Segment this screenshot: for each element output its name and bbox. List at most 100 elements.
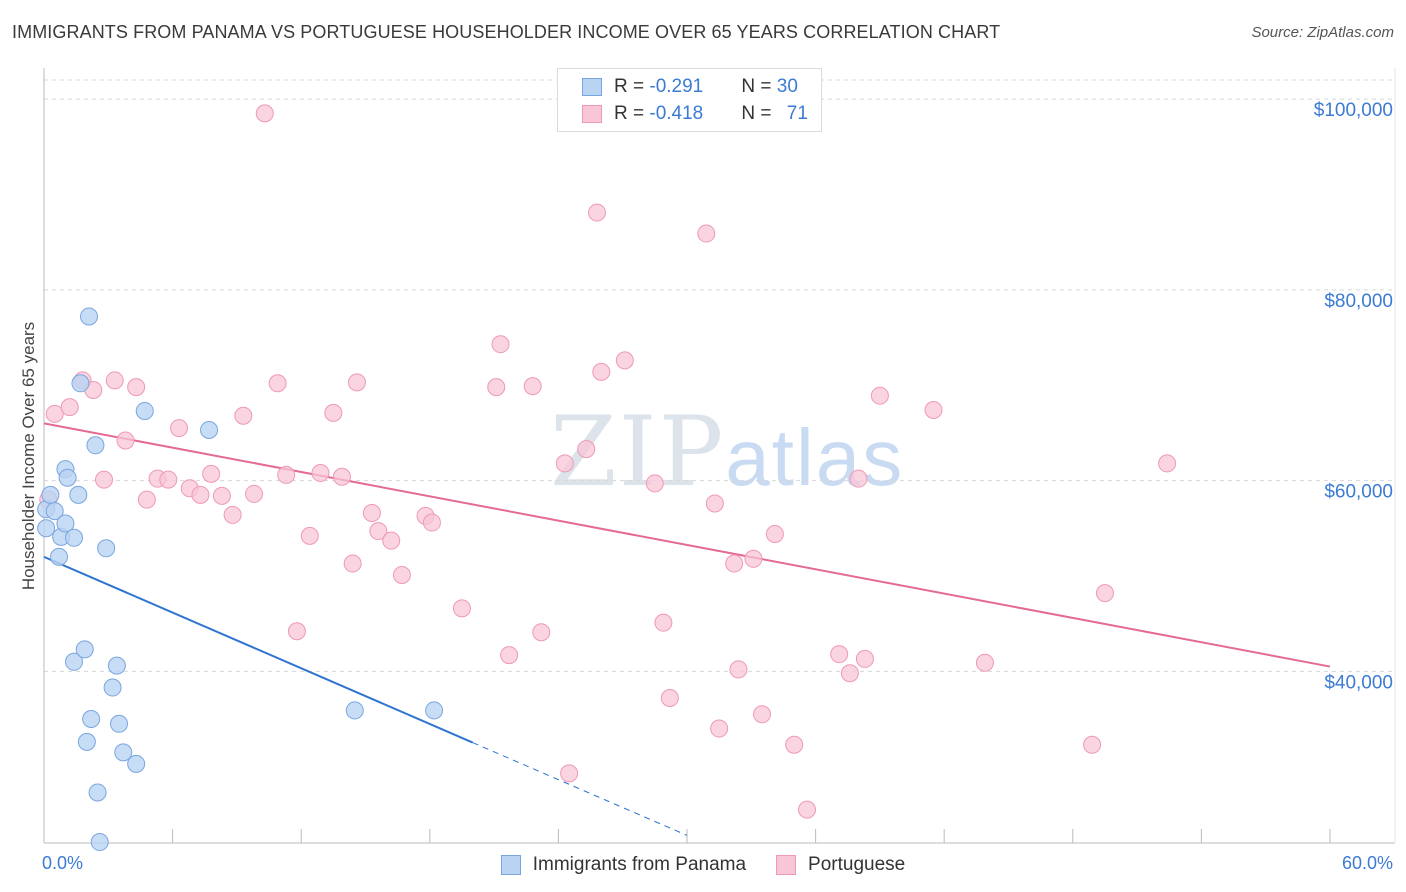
portuguese-point: [452, 599, 471, 618]
portuguese-point: [744, 549, 763, 568]
portuguese-point: [311, 463, 330, 482]
panama-point: [45, 502, 64, 521]
panama-point: [135, 401, 154, 420]
portuguese-point: [422, 513, 441, 532]
panama-swatch: [500, 855, 521, 875]
portuguese-point: [212, 486, 231, 505]
portuguese-swatch: [776, 855, 797, 875]
legend-r-value: -0.291: [649, 76, 704, 97]
portuguese-point: [785, 735, 804, 754]
legend-item-portuguese[interactable]: Portuguese: [776, 854, 905, 876]
x-tick-label: 60.0%: [1342, 853, 1393, 873]
portuguese-point: [300, 526, 319, 545]
panama-point: [65, 528, 84, 547]
portuguese-point: [159, 470, 178, 489]
portuguese-point: [332, 467, 351, 486]
portuguese-point: [660, 689, 679, 708]
portuguese-point: [710, 719, 729, 738]
y-tick-label: $60,000: [1324, 482, 1393, 503]
portuguese-point: [116, 431, 135, 450]
correlation-legend: R = -0.291 N = 30 R = -0.418 N = 71: [557, 68, 822, 132]
portuguese-point: [392, 565, 411, 584]
portuguese-point: [523, 377, 542, 396]
portuguese-point: [1158, 454, 1177, 473]
legend-row-portuguese: R = -0.418 N = 71: [582, 102, 808, 126]
portuguese-point: [532, 623, 551, 642]
portuguese-point: [870, 386, 889, 405]
legend-r-value: -0.418: [649, 103, 704, 124]
x-tick-label: 0.0%: [42, 853, 83, 873]
portuguese-point: [382, 531, 401, 550]
portuguese-point: [577, 440, 596, 459]
portuguese-point: [324, 403, 343, 422]
series-legend: Immigrants from Panama Portuguese: [0, 852, 1406, 878]
panama-point: [56, 514, 75, 533]
portuguese-point: [840, 664, 859, 683]
legend-r-label: R =: [614, 103, 650, 124]
portuguese-point: [255, 104, 274, 123]
portuguese-point: [555, 454, 574, 473]
panama-point: [69, 485, 88, 504]
panama-point: [110, 714, 129, 733]
portuguese-point: [127, 378, 146, 397]
portuguese-point: [560, 764, 579, 783]
legend-n-value: 71: [786, 103, 808, 124]
legend-n-label: N =: [741, 76, 777, 97]
panama-point: [200, 421, 219, 440]
x-tick-labels: 0.0% 60.0%: [42, 853, 1393, 873]
portuguese-point: [369, 522, 388, 541]
portuguese-point: [729, 660, 748, 679]
legend-item-panama[interactable]: Immigrants from Panama: [500, 854, 747, 876]
portuguese-point: [277, 465, 296, 484]
portuguese-point: [245, 484, 264, 503]
panama-point: [90, 833, 109, 852]
y-tick-label: $40,000: [1324, 672, 1393, 693]
legend-r-label: R =: [614, 76, 650, 97]
panama-swatch: [582, 78, 602, 96]
portuguese-point: [487, 378, 506, 397]
portuguese-point: [137, 490, 156, 509]
panama-point: [41, 485, 60, 504]
portuguese-point: [615, 351, 634, 370]
portuguese-point: [105, 371, 124, 390]
panama-point: [50, 547, 69, 566]
portuguese-point: [95, 470, 114, 489]
axes: [43, 68, 1396, 844]
panama-point: [127, 754, 146, 773]
portuguese-point: [830, 645, 849, 664]
portuguese-point: [362, 504, 381, 523]
portuguese-point: [60, 398, 79, 417]
portuguese-point: [924, 400, 943, 419]
panama-point: [88, 783, 107, 802]
panama-point: [37, 519, 56, 538]
portuguese-point: [855, 649, 874, 668]
portuguese-point: [765, 524, 784, 543]
portuguese-point: [725, 554, 744, 573]
portuguese-point: [849, 469, 868, 488]
source-credit: Source: ZipAtlas.com: [1251, 24, 1394, 41]
watermark-atlas: atlas: [725, 413, 905, 502]
panama-point: [58, 468, 77, 487]
portuguese-point: [697, 224, 716, 243]
panama-point: [71, 374, 90, 393]
portuguese-point: [654, 613, 673, 632]
portuguese-point: [268, 374, 287, 393]
panama-point: [86, 436, 105, 455]
trend-lines: [43, 422, 1331, 836]
portuguese-point: [1083, 735, 1102, 754]
portuguese-point: [753, 705, 772, 724]
panama-point: [75, 640, 94, 659]
portuguese-point: [202, 464, 221, 483]
portuguese-point: [347, 373, 366, 392]
panama-point: [80, 307, 99, 326]
y-axis-label: Householder Income Over 65 years: [19, 322, 38, 590]
portuguese-point: [1095, 584, 1114, 603]
y-tick-labels: $40,000 $60,000 $80,000 $100,000: [1314, 100, 1393, 693]
panama-point: [425, 701, 444, 720]
legend-label-portuguese: Portuguese: [808, 854, 906, 875]
legend-label-panama: Immigrants from Panama: [532, 854, 747, 875]
portuguese-trend-line: [43, 422, 1331, 668]
panama-point: [77, 732, 96, 751]
portuguese-point: [223, 505, 242, 524]
